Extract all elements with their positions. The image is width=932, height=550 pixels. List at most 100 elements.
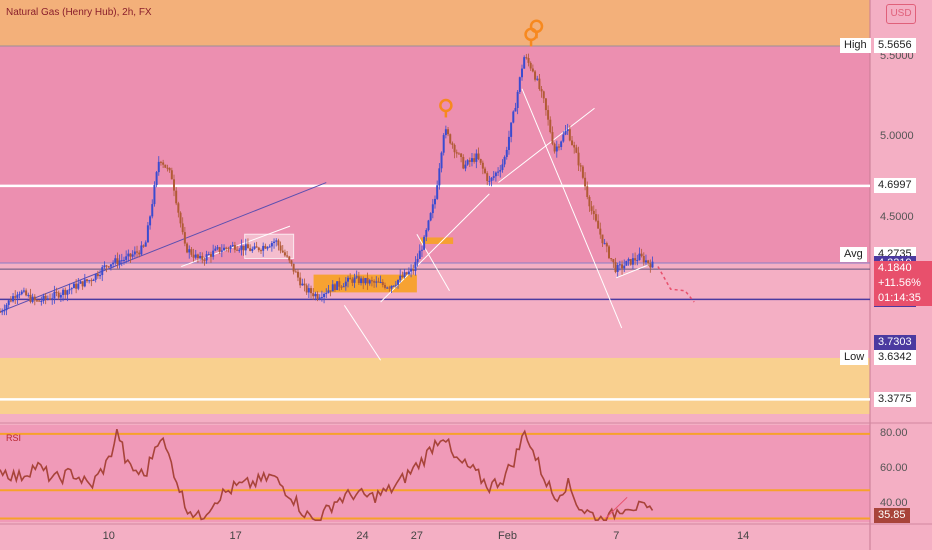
candle-body <box>625 260 628 266</box>
candle-body <box>601 234 604 244</box>
date-tick: 17 <box>229 530 242 542</box>
candle-body <box>470 158 473 162</box>
candle-body <box>357 276 360 284</box>
candle-body <box>75 283 78 289</box>
date-tick: 10 <box>102 530 115 542</box>
candle-body <box>638 253 641 261</box>
candle-body <box>109 264 112 267</box>
candle-body <box>212 250 215 257</box>
candle-body <box>455 152 458 154</box>
candle-body <box>525 57 528 59</box>
candle-body <box>101 267 104 276</box>
candle-body <box>170 170 173 180</box>
candle-body <box>466 160 469 165</box>
candle-body <box>381 281 384 285</box>
date-tick: 24 <box>356 530 369 542</box>
candle-body <box>275 240 278 242</box>
candle-body <box>416 258 419 262</box>
candle-body <box>209 254 212 257</box>
candle-body <box>501 164 504 171</box>
candle-body <box>492 176 495 178</box>
candle-body <box>566 129 569 132</box>
candle-body <box>157 161 160 173</box>
projection-path <box>657 266 695 303</box>
candle-body <box>507 136 510 150</box>
currency-button[interactable]: USD <box>886 4 916 24</box>
candle-body <box>431 204 434 214</box>
candle-body <box>96 273 99 277</box>
candle-body <box>579 165 582 167</box>
candle-body <box>194 254 197 258</box>
candle-body <box>286 255 289 257</box>
candle-body <box>159 161 162 163</box>
candle-body <box>499 170 502 172</box>
level-name-tag-avg: Avg <box>840 247 867 263</box>
candle-body <box>479 158 482 163</box>
candle-body <box>42 295 45 301</box>
candle-body <box>490 177 493 181</box>
candle-body <box>136 251 139 253</box>
trendline-4 <box>416 233 450 292</box>
candle-body <box>590 206 593 211</box>
candle-body <box>475 153 478 162</box>
candle-body <box>310 288 313 294</box>
candle-body <box>88 280 91 282</box>
candle-body <box>555 146 558 152</box>
candle-body <box>166 167 169 169</box>
candle-body <box>57 292 60 298</box>
level-name-tag-high: High <box>840 38 871 54</box>
candle-body <box>314 293 317 297</box>
candle-body <box>199 255 202 259</box>
candle-body <box>92 279 95 281</box>
candle-body <box>303 283 306 286</box>
candle-body <box>342 286 345 288</box>
candle-body <box>218 247 221 252</box>
candle-body <box>618 264 621 266</box>
candle-body <box>233 245 236 250</box>
candle-body <box>236 249 239 251</box>
candle-body <box>331 284 334 292</box>
candle-body <box>564 131 567 135</box>
rsi-trendline <box>605 496 628 519</box>
candle-body <box>505 149 508 157</box>
candle-body <box>7 300 10 305</box>
candle-body <box>105 265 108 267</box>
candle-body <box>329 290 332 292</box>
candle-body <box>133 251 136 255</box>
candle-body <box>390 285 393 289</box>
candle-body <box>473 158 476 162</box>
candle-body <box>0 311 1 313</box>
candle-body <box>436 185 439 199</box>
rsi-line <box>0 428 654 522</box>
candle-body <box>644 260 647 263</box>
candle-body <box>59 295 62 298</box>
candle-body <box>262 245 265 251</box>
candle-body <box>44 295 47 299</box>
candle-body <box>103 265 106 268</box>
candle-body <box>547 110 550 120</box>
candle-body <box>138 252 141 255</box>
candle-body <box>588 196 591 207</box>
candle-body <box>610 258 613 260</box>
candle-body <box>268 246 271 248</box>
candle-body <box>270 243 273 247</box>
candle-body <box>434 198 436 205</box>
trendline-7 <box>616 262 653 279</box>
candle-body <box>420 249 423 251</box>
candle-body <box>636 260 639 262</box>
candle-body <box>370 280 373 282</box>
candle-body <box>608 246 610 259</box>
candle-body <box>246 244 249 249</box>
candle-body <box>383 284 386 288</box>
candle-body <box>181 223 184 233</box>
candle-body <box>388 287 391 289</box>
candle-body <box>25 290 28 296</box>
price-tick: 4.5000 <box>880 211 914 224</box>
candle-body <box>77 283 80 289</box>
candle-body <box>53 291 56 299</box>
candle-body <box>651 261 654 268</box>
candle-body <box>549 119 552 133</box>
candle-body <box>290 260 293 264</box>
candle-body <box>386 287 389 289</box>
